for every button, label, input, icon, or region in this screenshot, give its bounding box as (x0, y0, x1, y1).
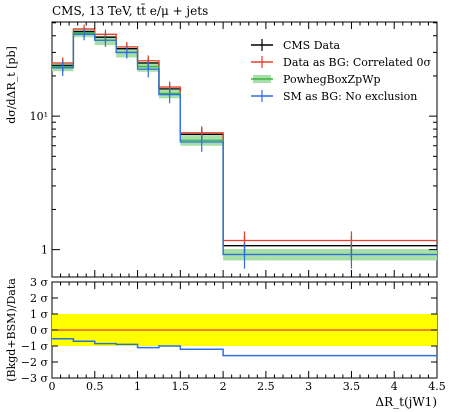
histogram-series (52, 24, 437, 269)
y-tick-label: 10¹ (30, 110, 48, 123)
ratio-y-tick-label: 0 σ (30, 324, 48, 337)
legend-label: SM as BG: No exclusion (283, 90, 417, 103)
x-tick-label: 0.5 (86, 380, 104, 393)
tick-labels: 0 0.5 1 1.5 2 2.5 3 3.5 4 4.5 1 10¹ −3 σ −2 σ −1 σ 0 σ 1… (21, 110, 446, 393)
ratio-y-axis-label: (Bkgd+BSM)/Data (5, 278, 18, 382)
x-tick-label: 3 (305, 380, 312, 393)
y-axis-label: dσ/dΔR_t [pb] (5, 46, 18, 124)
x-tick-label: 0 (49, 380, 56, 393)
ratio-y-tick-label: 1 σ (30, 308, 48, 321)
sm-as-bg-no-exclusion-line (52, 33, 437, 256)
x-tick-label: 2.5 (257, 380, 275, 393)
legend-label: Data as BG: Correlated 0σ (283, 56, 431, 69)
chart-title: CMS, 13 TeV, tt̄ e/μ + jets (52, 2, 208, 18)
ratio-sm-line (52, 338, 437, 357)
x-tick-label: 1.5 (172, 380, 190, 393)
y-tick-label: 1 (41, 244, 48, 257)
x-tick-label: 4 (391, 380, 398, 393)
ratio-y-tick-label: −3 σ (21, 372, 49, 385)
ratio-y-tick-label: 2 σ (30, 292, 48, 305)
x-tick-label: 1 (134, 380, 141, 393)
main-panel-frame (51, 21, 438, 278)
legend-label: CMS Data (283, 39, 341, 52)
axis-ticks (51, 22, 438, 379)
svg-text:(Bkgd+BSM)/Data: (Bkgd+BSM)/Data (5, 278, 18, 382)
legend: CMS Data Data as BG: Correlated 0σ PowhegB… (251, 39, 431, 103)
ratio-y-tick-label: −2 σ (21, 356, 49, 369)
ratio-y-tick-label: −1 σ (21, 340, 49, 353)
x-tick-label: 4.5 (428, 380, 446, 393)
ratio-y-tick-label: 3 σ (30, 276, 48, 289)
x-tick-label: 2 (220, 380, 227, 393)
legend-label: PowhegBoxZpWp (283, 73, 381, 86)
svg-text:dσ/dΔR_t [pb]: dσ/dΔR_t [pb] (5, 46, 18, 124)
x-axis-label: ΔR_t(jW1) (375, 395, 437, 409)
x-tick-label: 3.5 (343, 380, 361, 393)
ratio-series (52, 329, 437, 357)
